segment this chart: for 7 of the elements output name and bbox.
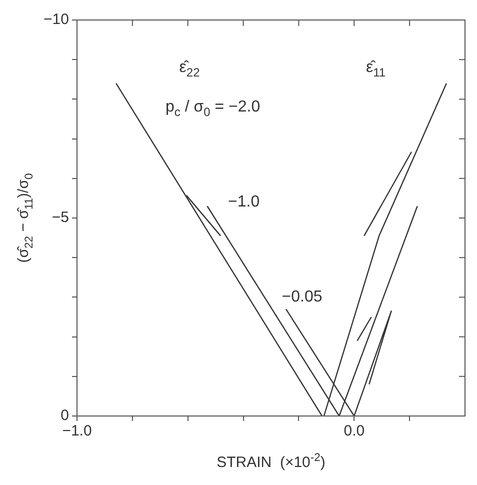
x-tick-label: 0.0 — [344, 422, 365, 440]
y-tick-label: −5 — [52, 209, 69, 226]
y-tick-label: −10 — [44, 11, 69, 28]
annotation: −0.05 — [282, 288, 322, 306]
y-tick-label: 0 — [60, 407, 69, 424]
annotation: −1.0 — [228, 194, 260, 211]
y-axis-title: (σ̂22 − σ̂11)/σ0 — [15, 173, 36, 263]
